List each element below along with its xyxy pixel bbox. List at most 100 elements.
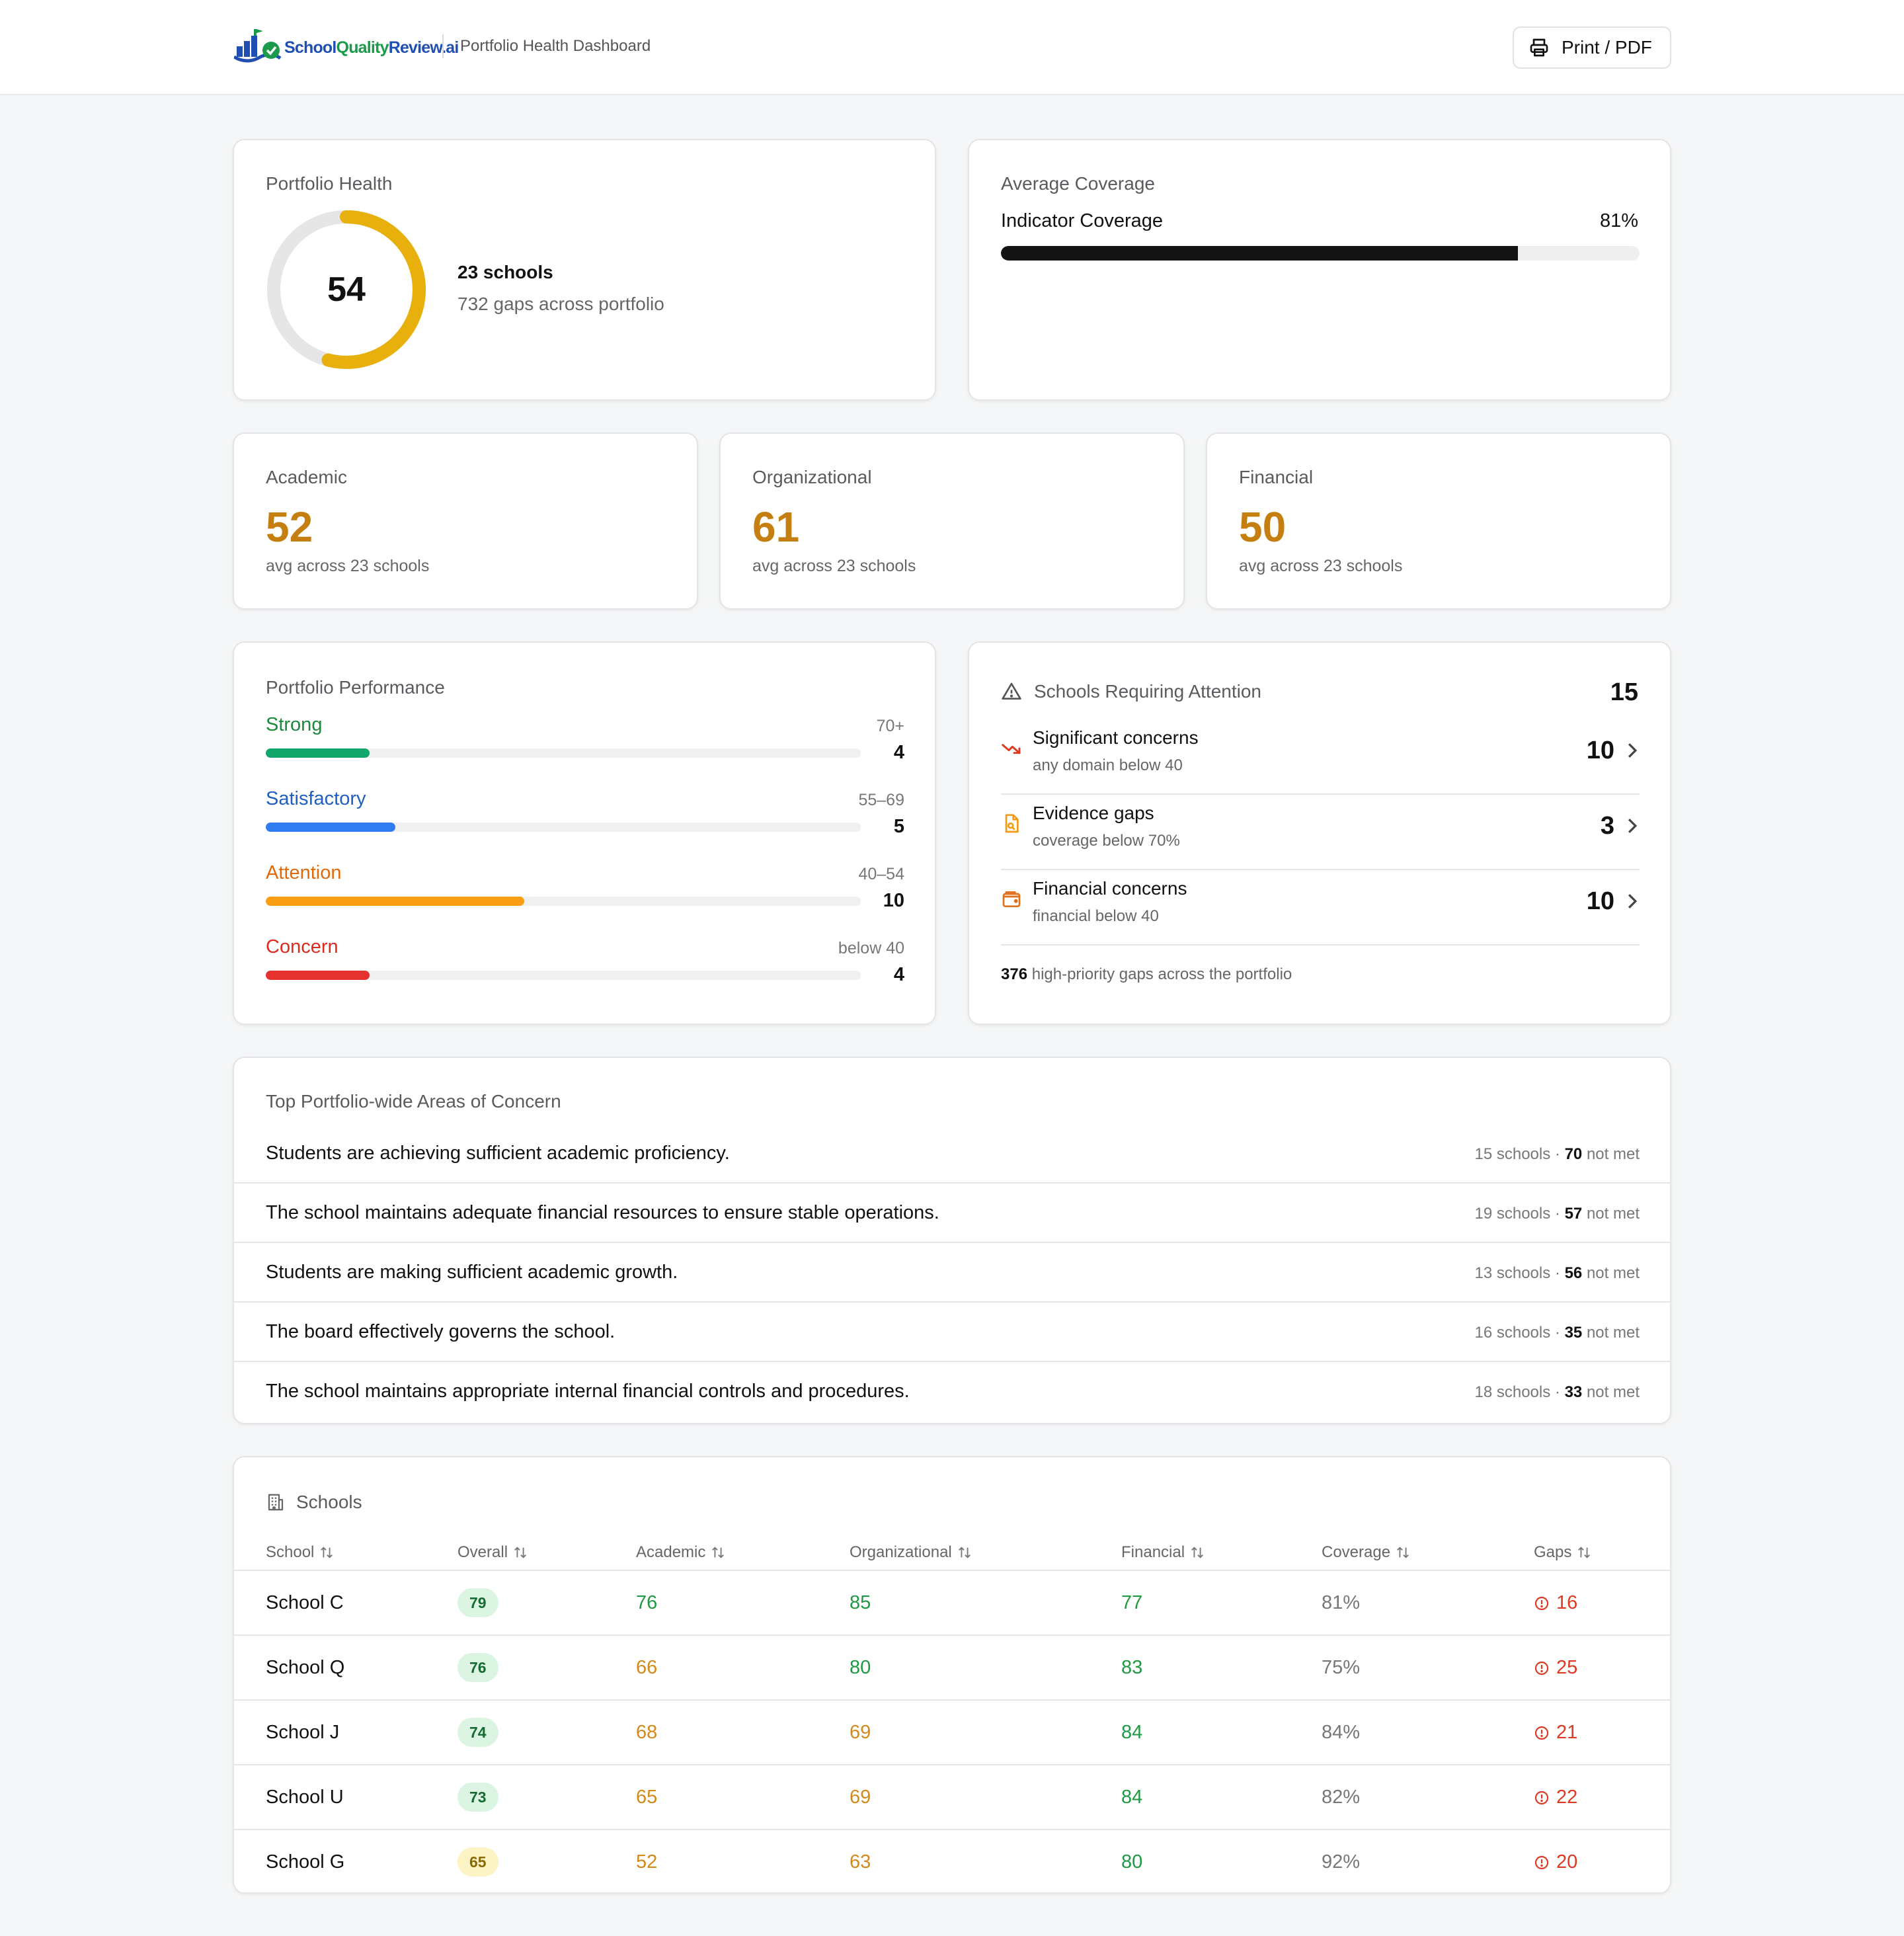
coverage-value: 82% <box>1322 1787 1361 1808</box>
attention-title: Evidence gaps <box>1033 803 1154 823</box>
coverage-value: 81% <box>1322 1592 1361 1613</box>
financial-card: Financial 50 avg across 23 schools <box>1206 432 1671 610</box>
organizational-score: 63 <box>850 1851 871 1873</box>
column-header-coverage[interactable]: Coverage <box>1322 1543 1410 1562</box>
performance-count: 10 <box>883 890 904 911</box>
alert-circle-icon <box>1534 1855 1549 1869</box>
print-pdf-label: Print / PDF <box>1562 37 1652 58</box>
overall-score-badge: 79 <box>457 1588 498 1617</box>
high-priority-gaps-note: 376 high-priority gaps across the portfo… <box>1001 965 1292 983</box>
financial-score: 83 <box>1121 1657 1143 1678</box>
gaps-cell: 22 <box>1534 1787 1577 1808</box>
concern-text: The school maintains appropriate interna… <box>266 1381 910 1402</box>
academic-score: 68 <box>636 1722 658 1743</box>
schools-label: Schools <box>296 1492 362 1512</box>
academic-score: 65 <box>636 1787 658 1808</box>
concern-text: Students are making sufficient academic … <box>266 1262 678 1283</box>
performance-count: 5 <box>893 816 904 837</box>
column-header-gaps[interactable]: Gaps <box>1534 1543 1591 1562</box>
performance-name: Concern <box>266 936 338 957</box>
logo-icon <box>234 29 282 63</box>
attention-count: 3 <box>1600 812 1614 840</box>
concern-item[interactable]: Students are achieving sufficient academ… <box>234 1124 1671 1184</box>
concern-text: Students are achieving sufficient academ… <box>266 1143 730 1164</box>
schools-header: Schools <box>266 1492 362 1513</box>
school-count: 23 schools <box>457 262 553 282</box>
column-header-academic[interactable]: Academic <box>636 1543 725 1562</box>
printer-icon <box>1530 38 1548 57</box>
column-header-overall[interactable]: Overall <box>457 1543 528 1562</box>
sort-icon <box>514 1547 526 1558</box>
gaps-cell: 20 <box>1534 1851 1577 1873</box>
alert-circle-icon <box>1534 1661 1549 1675</box>
concern-item[interactable]: The board effectively governs the school… <box>234 1303 1671 1362</box>
table-row[interactable]: School G 65 52 63 80 92% 20 <box>234 1829 1671 1894</box>
table-row[interactable]: School C 79 76 85 77 81% 16 <box>234 1570 1671 1634</box>
areas-of-concern-label: Top Portfolio-wide Areas of Concern <box>266 1091 561 1111</box>
concern-meta: 19 schools · 57 not met <box>1474 1205 1640 1223</box>
domain-label: Organizational <box>752 467 872 487</box>
concern-item[interactable]: Students are making sufficient academic … <box>234 1243 1671 1303</box>
alert-circle-icon <box>1534 1791 1549 1804</box>
gap-count: 732 gaps across portfolio <box>457 294 664 314</box>
performance-row-concern: Concern below 40 4 <box>266 936 904 1010</box>
portfolio-health-label: Portfolio Health <box>266 173 393 194</box>
schools-table-card: Schools School Overall Academic Organiza… <box>233 1456 1671 1894</box>
column-header-school[interactable]: School <box>266 1543 334 1562</box>
overall-score-badge: 76 <box>457 1653 498 1682</box>
column-header-organizational[interactable]: Organizational <box>850 1543 972 1562</box>
concern-item[interactable]: The school maintains appropriate interna… <box>234 1362 1671 1422</box>
logo[interactable]: SchoolQualityReview.ai <box>234 26 459 69</box>
coverage-progress-fill <box>1001 246 1519 261</box>
concern-meta: 16 schools · 35 not met <box>1474 1324 1640 1342</box>
sort-icon <box>712 1547 725 1558</box>
concern-meta: 13 schools · 56 not met <box>1474 1264 1640 1282</box>
financial-score: 77 <box>1121 1592 1143 1613</box>
health-score-value: 54 <box>327 270 366 309</box>
performance-bar-fill <box>266 897 525 906</box>
coverage-progress-bar <box>1001 246 1640 261</box>
table-row[interactable]: School J 74 68 69 84 84% 21 <box>234 1699 1671 1764</box>
performance-bar <box>266 897 861 906</box>
academic-score: 76 <box>636 1592 658 1613</box>
gaps-cell: 16 <box>1534 1592 1577 1614</box>
school-name: School G <box>266 1851 345 1873</box>
app-header: SchoolQualityReview.ai Portfolio Health … <box>0 0 1904 95</box>
attention-item-financial[interactable]: Financial concerns financial below 40 10 <box>1001 870 1640 946</box>
performance-count: 4 <box>893 964 904 985</box>
organizational-score: 69 <box>850 1722 871 1743</box>
attention-item-significant[interactable]: Significant concerns any domain below 40… <box>1001 719 1640 795</box>
financial-score: 84 <box>1121 1787 1143 1808</box>
sort-icon <box>958 1547 971 1558</box>
concern-item[interactable]: The school maintains adequate financial … <box>234 1184 1671 1243</box>
table-row[interactable]: School U 73 65 69 84 82% 22 <box>234 1764 1671 1829</box>
print-pdf-button[interactable]: Print / PDF <box>1513 26 1671 69</box>
building-icon <box>268 1494 284 1511</box>
attention-subtitle: financial below 40 <box>1033 907 1159 925</box>
domain-subtitle: avg across 23 schools <box>1239 557 1403 575</box>
attention-subtitle: any domain below 40 <box>1033 756 1183 774</box>
portfolio-performance-card: Portfolio Performance Strong 70+ 4 Satis… <box>233 641 936 1025</box>
performance-bar <box>266 823 861 832</box>
concern-text: The board effectively governs the school… <box>266 1321 615 1342</box>
page-title: Portfolio Health Dashboard <box>460 37 651 55</box>
column-header-financial[interactable]: Financial <box>1121 1543 1205 1562</box>
table-row[interactable]: School Q 76 66 80 83 75% 25 <box>234 1634 1671 1699</box>
alert-circle-icon <box>1534 1726 1549 1740</box>
concern-meta: 15 schools · 70 not met <box>1474 1145 1640 1163</box>
organizational-card: Organizational 61 avg across 23 schools <box>719 432 1185 610</box>
academic-score: 52 <box>636 1851 658 1873</box>
coverage-value: 84% <box>1322 1722 1361 1743</box>
schools-attention-header: Schools Requiring Attention <box>1001 681 1261 702</box>
domain-score: 61 <box>752 503 800 551</box>
organizational-score: 85 <box>850 1592 871 1613</box>
financial-score: 80 <box>1121 1851 1143 1873</box>
performance-bar-fill <box>266 748 370 758</box>
attention-subtitle: coverage below 70% <box>1033 832 1180 850</box>
performance-range: 70+ <box>876 717 904 735</box>
gaps-cell: 21 <box>1534 1722 1577 1744</box>
attention-item-evidence[interactable]: Evidence gaps coverage below 70% 3 <box>1001 795 1640 870</box>
school-name: School Q <box>266 1657 345 1678</box>
academic-score: 66 <box>636 1657 658 1678</box>
overall-score-badge: 73 <box>457 1783 498 1812</box>
